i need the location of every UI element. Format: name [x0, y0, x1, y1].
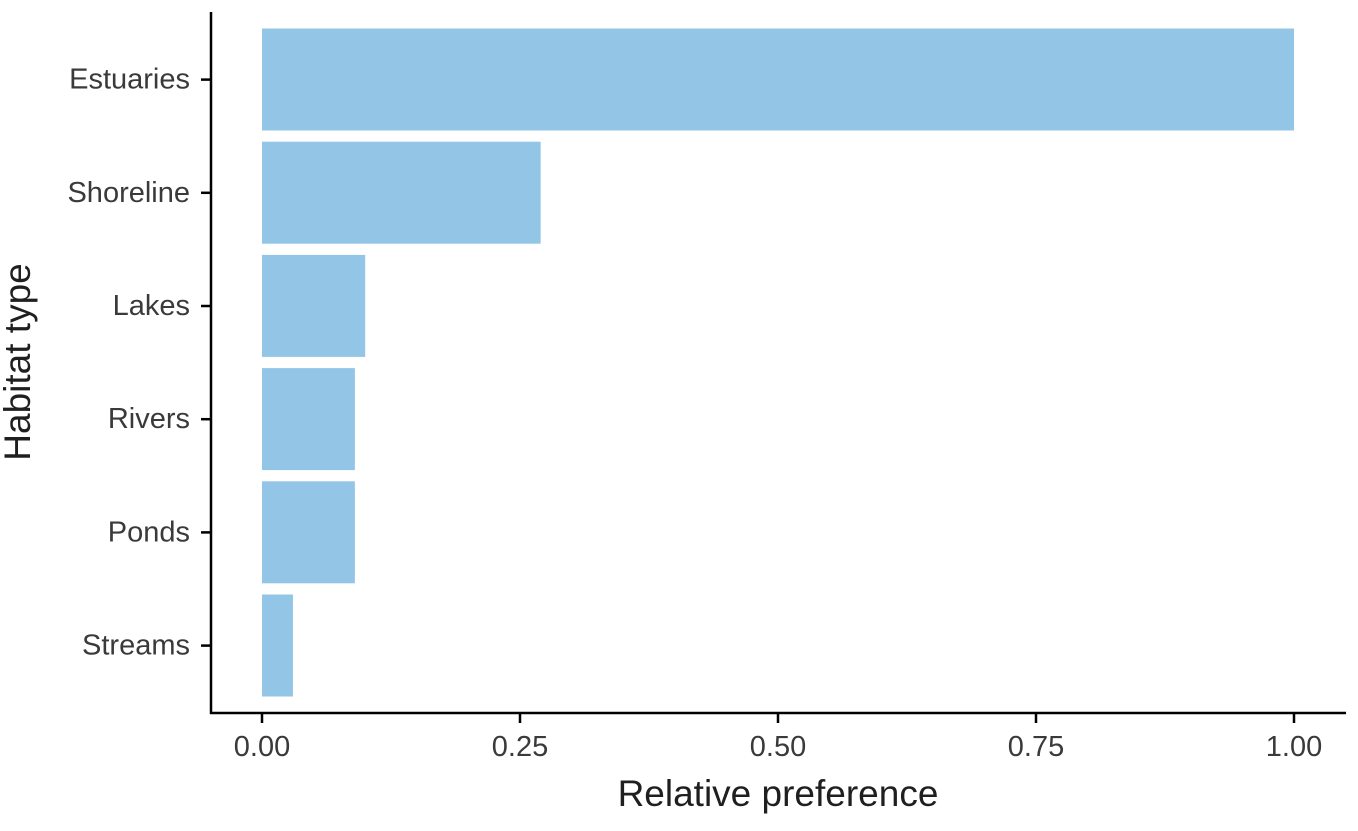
bar-shoreline — [262, 141, 541, 244]
x-tick-label-2: 0.50 — [750, 731, 806, 763]
bar-lakes — [262, 254, 366, 357]
x-tick-label-3: 0.75 — [1008, 731, 1064, 763]
y-tick-label-estuaries: Estuaries — [69, 64, 190, 96]
x-tick-label-4: 1.00 — [1266, 731, 1322, 763]
bar-estuaries — [262, 28, 1294, 131]
bar-streams — [262, 594, 293, 697]
x-tick-label-1: 0.25 — [492, 731, 548, 763]
y-tick-label-rivers: Rivers — [108, 403, 190, 435]
y-tick-label-ponds: Ponds — [108, 516, 190, 548]
y-axis-title: Habitat type — [0, 263, 38, 460]
bars-layer — [262, 28, 1294, 697]
ticks-layer: Estuaries Shoreline Lakes Rivers Ponds Stream… — [67, 64, 1322, 763]
x-tick-label-0: 0.00 — [234, 731, 290, 763]
x-axis-title: Relative preference — [618, 773, 939, 814]
bar-rivers — [262, 368, 355, 471]
y-tick-label-lakes: Lakes — [113, 290, 190, 322]
bar-ponds — [262, 481, 355, 584]
y-tick-label-streams: Streams — [82, 630, 190, 662]
y-tick-label-shoreline: Shoreline — [67, 177, 190, 209]
